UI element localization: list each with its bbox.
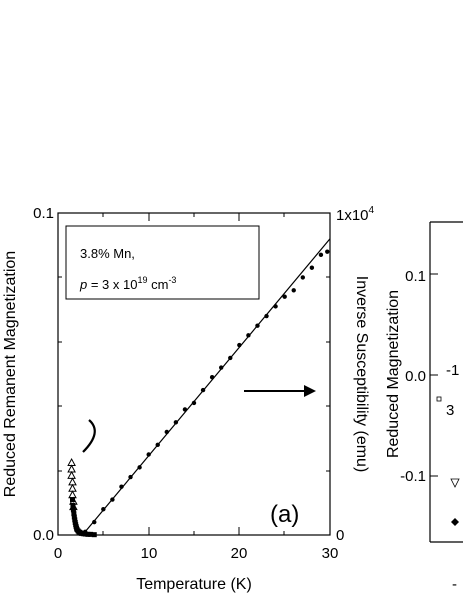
y-left-tick-label: 0.1 — [33, 205, 54, 222]
partial-text: 3 — [446, 402, 454, 419]
x-tick-label: 30 — [322, 545, 339, 562]
partial-markers-b — [436, 396, 460, 526]
y-left-axis-label: Reduced Remanent Magnetization — [2, 251, 19, 497]
y-axis-label-b: Reduced Magnetization — [385, 290, 402, 458]
plot-frame-a — [57, 212, 331, 536]
marker-open-square — [436, 396, 442, 402]
data-point-circle — [291, 288, 296, 293]
right-arrow-icon — [244, 385, 316, 397]
x-tick-label: 0 — [54, 545, 62, 562]
fit-line — [82, 238, 331, 536]
data-point-circle — [309, 265, 315, 270]
y-tick-label-b: 0.1 — [405, 268, 426, 285]
x-axis-label: Temperature (K) — [136, 576, 252, 593]
data-point-circle — [219, 365, 224, 370]
panel-label-a: (a) — [270, 501, 299, 528]
data-point-circle — [282, 294, 287, 299]
data-point-square — [91, 532, 97, 538]
panel-b: 0.1 0.0 -0.1 Reduced Magnetization -1 3 … — [385, 221, 463, 593]
data-layer-a — [67, 238, 331, 538]
y-tick-label-b: 0.0 — [405, 368, 426, 385]
data-point-square — [71, 511, 77, 517]
data-point-square — [72, 517, 78, 523]
data-point-circle — [191, 400, 197, 406]
x-ticks-a — [57, 213, 331, 535]
y-ticks-b — [430, 273, 438, 477]
marker-filled-diamond — [451, 518, 459, 526]
x-tick-label: 10 — [141, 545, 158, 562]
data-point-square — [70, 502, 76, 508]
data-point-square — [82, 531, 88, 537]
partial-text: -1 — [446, 362, 459, 379]
y-right-axis-label: Inverse Susceptibility (emu) — [353, 276, 370, 473]
data-point-circle — [92, 519, 97, 525]
data-point-square — [70, 507, 76, 513]
annotation-line-1: 3.8% Mn, — [80, 246, 135, 261]
bracket-arrow — [82, 419, 96, 453]
data-point-circle — [146, 452, 151, 457]
y-left-tick-label: 0.0 — [33, 527, 54, 544]
annotation-box — [65, 225, 260, 300]
annotation-line-2: p = 3 x 1019 cm-3 — [79, 275, 176, 292]
y-tick-label-b: -0.1 — [400, 468, 426, 485]
data-point-circle — [325, 249, 330, 254]
data-point-circle — [318, 252, 324, 258]
data-point-square — [71, 514, 77, 520]
data-point-circle — [264, 313, 269, 319]
y-right-tick-label: 0 — [336, 527, 344, 544]
partial-text: - — [452, 576, 457, 593]
data-point-square — [70, 497, 76, 503]
marker-open-triangle — [450, 478, 460, 488]
data-point-triangle — [67, 470, 76, 479]
data-point-square — [88, 531, 94, 537]
data-point-square — [85, 531, 91, 537]
x-tick-label: 20 — [231, 545, 248, 562]
data-point-circle — [300, 275, 305, 280]
panel-a: 0 10 20 30 0.0 0.1 0 1x104 Temperature (… — [2, 205, 375, 593]
y-right-tick-label-top: 1x104 — [336, 205, 375, 224]
data-point-triangle — [68, 490, 77, 499]
y-ticks-a — [58, 212, 330, 536]
